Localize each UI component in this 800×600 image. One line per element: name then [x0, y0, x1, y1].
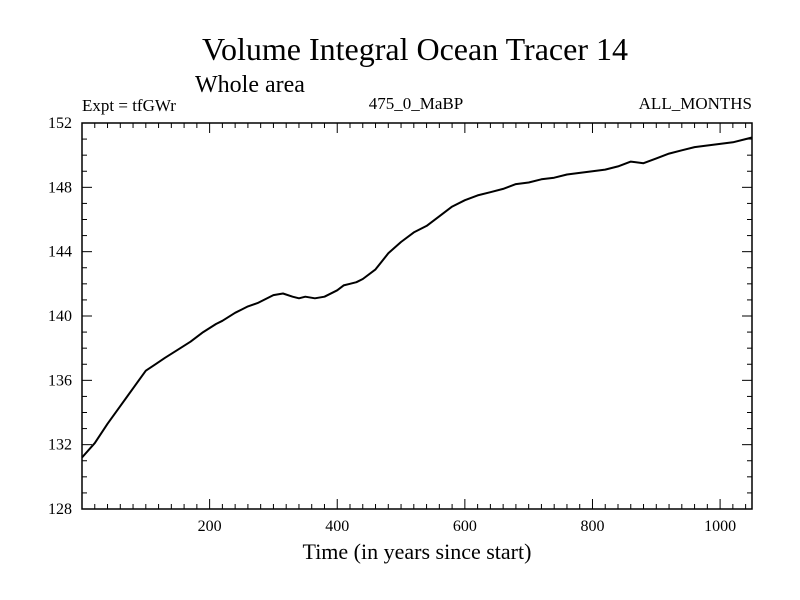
y-tick-label: 140 — [48, 308, 72, 325]
minor-ticks — [82, 123, 752, 509]
tick-labels: 200 400 600 800 1000 128 132 136 140 144 148 152 — [48, 115, 736, 535]
x-axis-label: Time (in years since start) — [303, 539, 532, 564]
x-tick-label: 600 — [453, 518, 477, 535]
major-ticks — [82, 122, 752, 510]
chart-subtitle: Whole area — [195, 72, 305, 98]
months-label: ALL_MONTHS — [639, 94, 752, 113]
y-tick-label: 152 — [48, 115, 72, 132]
x-tick-label: 800 — [580, 518, 604, 535]
y-tick-label: 136 — [48, 372, 72, 389]
y-tick-label: 144 — [48, 244, 72, 261]
y-tick-label: 132 — [48, 437, 72, 454]
x-tick-label: 200 — [198, 518, 222, 535]
period-label: 475_0_MaBP — [369, 94, 463, 113]
x-tick-label: 1000 — [704, 518, 736, 535]
x-tick-label: 400 — [325, 518, 349, 535]
series-line — [81, 136, 753, 459]
chart-title: Volume Integral Ocean Tracer 14 — [202, 31, 628, 67]
y-tick-label: 128 — [48, 501, 72, 518]
experiment-label: Expt = tfGWr — [82, 96, 176, 115]
plot-frame — [81, 122, 753, 510]
y-tick-label: 148 — [48, 179, 72, 196]
